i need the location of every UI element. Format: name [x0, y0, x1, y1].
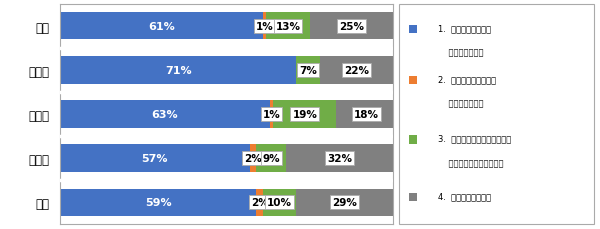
Bar [310, 13, 393, 40]
Text: 1.  成分数を制限して: 1. 成分数を制限して [438, 24, 491, 33]
Text: 32%: 32% [327, 153, 352, 164]
Text: 71%: 71% [165, 65, 191, 76]
Bar [320, 57, 393, 84]
Text: 63%: 63% [152, 109, 178, 120]
Text: 4.  取り組んでいない: 4. 取り組んでいない [438, 191, 491, 200]
Text: 25%: 25% [339, 22, 364, 32]
Text: 1%: 1% [256, 22, 274, 32]
Text: 取り組んでいる: 取り組んでいる [438, 49, 484, 57]
Text: 3.  成分数と散布回数の両方を: 3. 成分数と散布回数の両方を [438, 134, 511, 143]
Bar [263, 13, 266, 40]
Text: 59%: 59% [145, 197, 172, 207]
Bar [60, 57, 296, 84]
Text: 19%: 19% [292, 109, 317, 120]
Bar [409, 76, 417, 85]
Bar [60, 145, 250, 172]
Bar [263, 189, 296, 216]
Bar [337, 101, 397, 128]
FancyBboxPatch shape [399, 5, 594, 224]
Text: 2%: 2% [251, 197, 269, 207]
Text: 1%: 1% [263, 109, 280, 120]
Text: 制限して取り組んでいる: 制限して取り組んでいる [438, 158, 503, 167]
Bar [266, 13, 310, 40]
Bar [60, 13, 263, 40]
Bar [409, 136, 417, 144]
Text: 22%: 22% [344, 65, 369, 76]
Text: 61%: 61% [148, 22, 175, 32]
Bar [256, 145, 286, 172]
Bar [270, 101, 273, 128]
Text: 13%: 13% [275, 22, 301, 32]
Text: 29%: 29% [332, 197, 357, 207]
Bar [409, 26, 417, 34]
Text: 2.  散布回数を制限して: 2. 散布回数を制限して [438, 75, 496, 84]
Text: 57%: 57% [142, 153, 168, 164]
Text: 9%: 9% [263, 153, 280, 164]
Text: 18%: 18% [354, 109, 379, 120]
Bar [409, 193, 417, 201]
Text: 取り組んでいる: 取り組んでいる [438, 99, 484, 108]
Bar [296, 189, 393, 216]
Bar [250, 145, 256, 172]
Text: 10%: 10% [267, 197, 292, 207]
Bar [273, 101, 337, 128]
Bar [296, 57, 320, 84]
Text: 2%: 2% [244, 153, 262, 164]
Bar [60, 101, 270, 128]
Text: 7%: 7% [299, 65, 317, 76]
Bar [256, 189, 263, 216]
Bar [60, 189, 256, 216]
Bar [286, 145, 393, 172]
